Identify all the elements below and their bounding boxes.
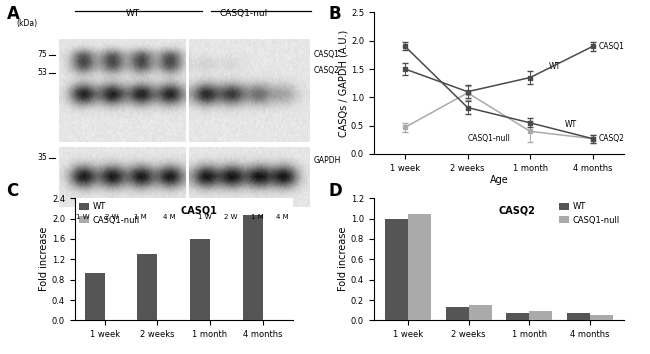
Bar	[567, 313, 590, 320]
Text: B: B	[328, 5, 341, 23]
Text: 1 W: 1 W	[76, 214, 90, 220]
Text: CASQ1-null: CASQ1-null	[467, 133, 510, 143]
Bar	[242, 215, 263, 320]
Y-axis label: Fold increase: Fold increase	[338, 227, 348, 291]
Text: WT: WT	[565, 120, 577, 129]
Bar	[137, 254, 157, 320]
Bar	[446, 307, 469, 320]
Text: CASQ2: CASQ2	[599, 134, 625, 143]
Text: 75: 75	[37, 50, 47, 59]
Text: CASQ1: CASQ1	[181, 206, 218, 216]
Text: D: D	[328, 182, 342, 200]
Y-axis label: CASQs / GAPDH (A.U.): CASQs / GAPDH (A.U.)	[338, 30, 348, 137]
Y-axis label: Fold increase: Fold increase	[39, 227, 49, 291]
Legend: WT, CASQ1-null: WT, CASQ1-null	[79, 202, 140, 224]
Text: CASQ1: CASQ1	[599, 42, 625, 51]
Text: 4 M: 4 M	[163, 214, 176, 220]
Text: WT: WT	[126, 9, 140, 18]
Legend: WT, CASQ1-null: WT, CASQ1-null	[559, 202, 620, 224]
Text: CASQ1: CASQ1	[313, 50, 339, 59]
Bar	[408, 213, 431, 320]
Text: GAPDH: GAPDH	[313, 155, 341, 165]
Bar	[529, 311, 552, 320]
Bar	[506, 313, 529, 320]
Text: 2 W: 2 W	[224, 214, 237, 220]
Text: CASQ2: CASQ2	[313, 66, 339, 75]
Text: 1 M: 1 M	[252, 214, 264, 220]
Text: WT: WT	[549, 62, 561, 71]
Text: 2 W: 2 W	[105, 214, 118, 220]
Text: C: C	[6, 182, 19, 200]
Bar	[385, 218, 408, 320]
Bar	[469, 305, 491, 320]
Text: CASQ2: CASQ2	[499, 206, 536, 216]
Text: 35: 35	[37, 153, 47, 162]
Text: 1 W: 1 W	[198, 214, 212, 220]
Text: 1 M: 1 M	[134, 214, 147, 220]
Bar	[84, 273, 105, 320]
Text: A: A	[6, 5, 20, 23]
Text: (kDa): (kDa)	[16, 19, 38, 28]
Text: 53: 53	[37, 68, 47, 77]
Text: 4 M: 4 M	[276, 214, 289, 220]
X-axis label: Age: Age	[489, 176, 508, 185]
Text: CASQ1-nul: CASQ1-nul	[220, 9, 268, 18]
Bar	[190, 239, 210, 320]
Bar	[590, 315, 612, 320]
